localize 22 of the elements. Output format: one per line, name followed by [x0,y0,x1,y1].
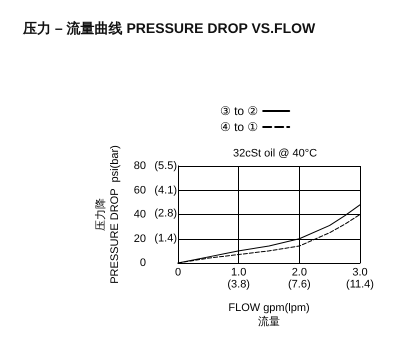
legend-label: ③ to ② [220,104,258,118]
y-tick-label: 80 [134,160,146,172]
y2-tick-label: (4.1) [154,184,177,197]
x2-tick-label: (11.4) [346,278,374,290]
y-axis-title: 压力降 PRESSURE DROP psi(bar) [94,145,121,284]
y2-tick-label: (1.4) [154,232,177,244]
chart-subtitle: 32cSt oil @ 40°C [232,148,318,160]
y-tick-label: 40 [134,208,146,220]
y2-tick-label: (5.5) [154,160,177,172]
y-tick-label: 60 [134,184,146,196]
x-axis-title: FLOW gpm(lpm) 流量 [228,302,310,328]
x-tick-label: 3.0 [352,266,368,278]
y-tick-label: 0 [140,257,146,269]
chart-title: 压力 – 流量曲线 PRESSURE DROP VS.FLOW [22,20,316,36]
x-tick-label: 0 [174,266,182,278]
x-tick-label: 1.0 [231,266,246,278]
x2-tick-label: (3.8) [227,278,250,290]
x-tick-label: 2.0 [292,266,307,278]
y2-tick-label: (2.8) [154,208,177,220]
x2-tick-label: (7.6) [288,278,311,290]
y-tick-label: 20 [134,232,146,245]
legend-label: ④ to ① [220,120,258,134]
